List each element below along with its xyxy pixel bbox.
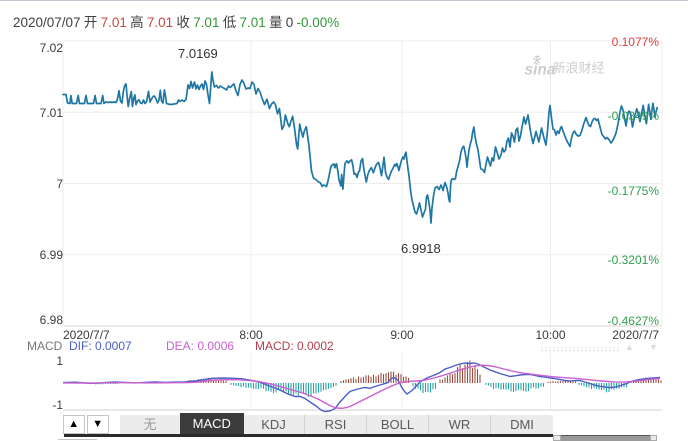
- svg-text:sina: sina: [525, 62, 556, 79]
- svg-text:新浪财经: 新浪财经: [553, 61, 605, 76]
